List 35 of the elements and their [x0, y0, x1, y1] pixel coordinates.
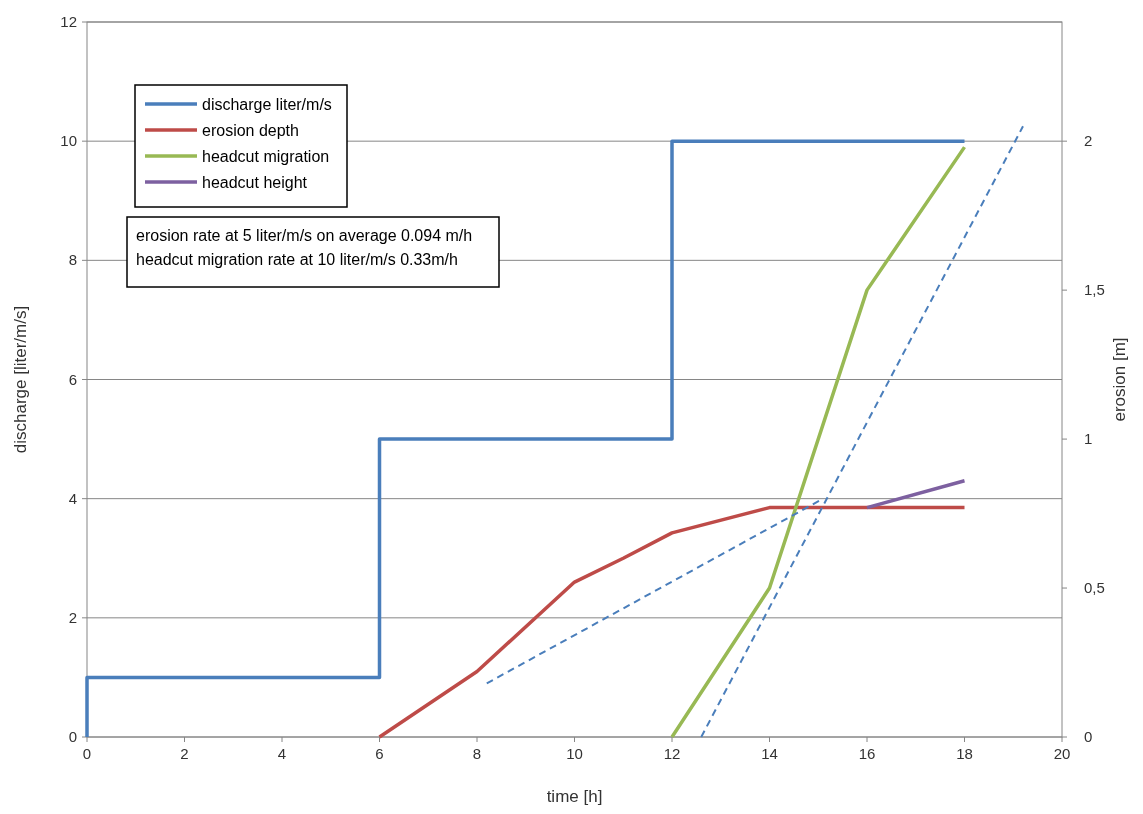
x-tick-label: 6: [375, 745, 384, 762]
x-tick-label: 2: [180, 745, 189, 762]
x-tick-label: 20: [1053, 745, 1071, 762]
x-tick-label: 10: [566, 745, 583, 762]
x-axis-title: time [h]: [546, 787, 603, 806]
x-tick-label: 4: [277, 745, 287, 762]
annotation: erosion rate at 5 liter/m/s on average 0.094 m/h: [136, 227, 473, 244]
y-axis-title: discharge [liter/m/s]: [11, 305, 30, 454]
y-tick-label: 12: [60, 13, 77, 30]
y-tick-label: 0: [68, 728, 77, 745]
y2-tick-label: 1,5: [1084, 281, 1105, 299]
y2-tick-label: 0,5: [1084, 579, 1105, 597]
x-tick-label: 14: [761, 745, 778, 762]
y2-tick-label: 0: [1084, 728, 1093, 745]
line-series: [377, 505, 967, 739]
y-tick-label: 8: [68, 251, 77, 269]
x-tick-label: 16: [858, 745, 876, 762]
y2-tick-label: 1: [1084, 430, 1093, 448]
legend-label: headcut migration: [202, 148, 330, 165]
x-tick-label: 0: [82, 745, 92, 762]
x-tick-label: 12: [663, 745, 681, 762]
x-tick-label: 18: [956, 745, 973, 762]
y-tick-label: 6: [68, 370, 77, 388]
y-tick-label: 10: [60, 132, 77, 150]
annotation: headcut migration rate at 10 liter/m/s 0.33m/h: [136, 251, 458, 268]
x-tick-label: 8: [472, 745, 482, 762]
line-series: [670, 145, 967, 739]
legend-label: erosion depth: [202, 122, 299, 139]
y-tick-label: 4: [68, 489, 77, 507]
y2-tick-label: 2: [1084, 132, 1093, 150]
line-series: [85, 139, 967, 739]
y-tick-label: 2: [68, 608, 77, 626]
legend-label: discharge liter/m/s: [202, 96, 332, 113]
legend-label: headcut height: [202, 174, 308, 191]
y2-axis-title: erosion [m]: [1110, 337, 1129, 422]
